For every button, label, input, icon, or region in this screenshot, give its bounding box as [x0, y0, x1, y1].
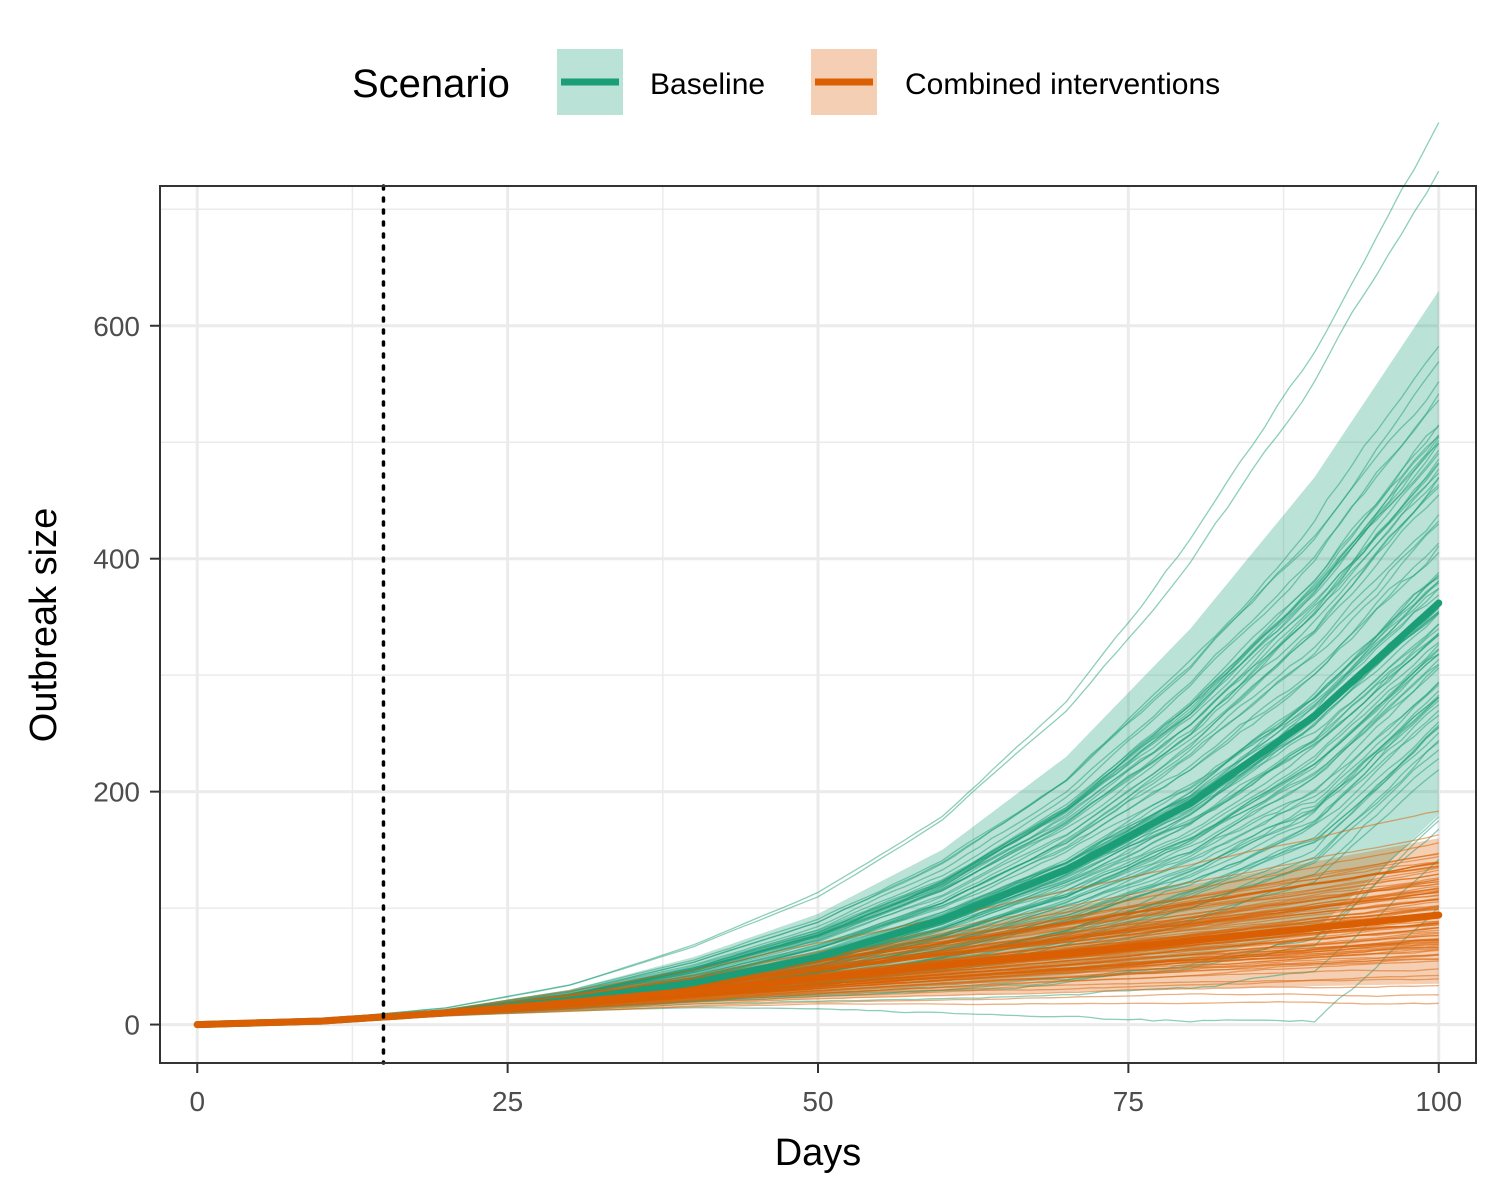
median-lines [193, 599, 1443, 1029]
legend-label-baseline: Baseline [650, 68, 765, 101]
y-tick-label: 200 [93, 777, 140, 808]
y-tick-label: 600 [93, 311, 140, 342]
y-tick-label: 400 [93, 544, 140, 575]
legend-key-combined [811, 49, 877, 115]
y-axis-title: Outbreak size [23, 508, 65, 742]
median-line-1 [193, 911, 1443, 1029]
grid [160, 186, 1476, 1063]
x-tick-label: 50 [802, 1086, 833, 1117]
trajectory-line [197, 122, 1440, 1026]
x-axis-title: Days [775, 1132, 862, 1174]
legend-title: Scenario [352, 62, 510, 106]
y-tick-label: 0 [124, 1010, 140, 1041]
x-tick-label: 0 [189, 1086, 205, 1117]
x-axis: 0 25 50 75 100 [189, 1063, 1462, 1117]
x-tick-label: 100 [1415, 1086, 1462, 1117]
legend: Scenario Baseline Combined interventions [352, 49, 1220, 115]
y-axis: 0 200 400 600 [93, 311, 160, 1041]
legend-label-combined: Combined interventions [905, 68, 1220, 101]
x-tick-label: 75 [1113, 1086, 1144, 1117]
x-tick-label: 25 [492, 1086, 523, 1117]
legend-key-baseline [557, 49, 623, 115]
plot-panel [159, 122, 1477, 1065]
